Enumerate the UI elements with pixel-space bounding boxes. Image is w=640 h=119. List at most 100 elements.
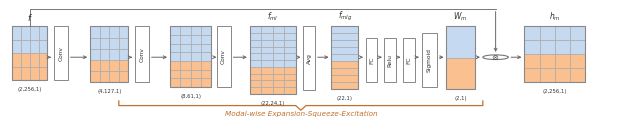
Bar (54, 26, 68, 80)
Bar (90, 71, 100, 82)
Bar (261, 40, 273, 47)
Bar (201, 78, 211, 87)
Text: (2,1): (2,1) (454, 96, 467, 101)
Bar (191, 52, 201, 61)
Bar (250, 33, 261, 40)
Bar (180, 70, 191, 78)
Bar (180, 52, 191, 61)
Bar (524, 40, 540, 54)
Bar (191, 35, 201, 44)
Bar (555, 54, 570, 68)
Bar (109, 60, 119, 71)
Text: Conv: Conv (140, 47, 145, 62)
Bar (201, 35, 211, 44)
Bar (447, 58, 474, 89)
Bar (109, 49, 119, 60)
Bar (524, 68, 540, 82)
Text: Modal-wise Expansion-Squeeze-Excitation: Modal-wise Expansion-Squeeze-Excitation (225, 111, 377, 117)
Bar (284, 80, 296, 87)
Bar (170, 70, 180, 78)
Bar (332, 26, 358, 89)
Bar (284, 60, 296, 67)
Bar (555, 40, 570, 54)
Bar (273, 33, 284, 40)
Bar (273, 53, 284, 60)
Bar (303, 26, 315, 90)
Bar (12, 40, 21, 53)
Text: $W_m$: $W_m$ (453, 10, 468, 23)
Bar (540, 54, 555, 68)
Bar (261, 26, 273, 33)
Bar (403, 38, 415, 82)
Bar (250, 47, 261, 53)
Bar (119, 71, 129, 82)
Bar (250, 26, 261, 33)
Bar (555, 68, 570, 82)
Bar (332, 75, 358, 82)
Bar (250, 80, 261, 87)
Bar (29, 40, 38, 53)
Bar (273, 26, 284, 33)
Bar (555, 26, 570, 40)
Bar (100, 71, 109, 82)
Bar (180, 78, 191, 87)
Bar (570, 40, 585, 54)
Bar (21, 67, 29, 80)
Bar (366, 38, 378, 82)
Bar (284, 74, 296, 80)
Bar (273, 40, 284, 47)
Text: $\otimes$: $\otimes$ (492, 53, 500, 62)
Bar (201, 44, 211, 52)
Bar (21, 53, 29, 67)
Bar (180, 35, 191, 44)
Bar (332, 33, 358, 40)
Bar (38, 67, 47, 80)
Text: (22,24,1): (22,24,1) (260, 101, 285, 106)
Bar (332, 68, 358, 75)
Bar (524, 26, 585, 82)
Bar (261, 60, 273, 67)
Bar (284, 47, 296, 53)
Bar (261, 74, 273, 80)
Bar (12, 67, 21, 80)
Bar (273, 87, 284, 94)
Bar (261, 80, 273, 87)
Bar (38, 26, 47, 40)
Bar (540, 26, 555, 40)
Bar (170, 26, 180, 35)
Text: $f_{ml}$: $f_{ml}$ (267, 10, 278, 23)
Bar (119, 37, 129, 49)
Bar (29, 67, 38, 80)
Text: Sigmoid: Sigmoid (427, 48, 432, 72)
Bar (191, 70, 201, 78)
Text: Conv: Conv (58, 46, 63, 61)
Bar (90, 60, 100, 71)
Bar (261, 53, 273, 60)
Text: FC: FC (406, 56, 412, 64)
Bar (38, 40, 47, 53)
Bar (250, 67, 261, 74)
Bar (447, 26, 474, 58)
Bar (170, 61, 180, 70)
Bar (332, 47, 358, 54)
Bar (201, 61, 211, 70)
Bar (191, 26, 201, 35)
Text: (22,1): (22,1) (337, 96, 353, 101)
Bar (332, 40, 358, 47)
Bar (284, 40, 296, 47)
Bar (570, 54, 585, 68)
Text: (4,127,1): (4,127,1) (97, 89, 122, 94)
Bar (284, 67, 296, 74)
Text: Relu: Relu (388, 54, 393, 67)
Bar (216, 26, 230, 87)
Bar (21, 26, 29, 40)
Bar (119, 26, 129, 37)
Bar (261, 47, 273, 53)
Bar (180, 44, 191, 52)
Bar (201, 52, 211, 61)
Bar (180, 61, 191, 70)
Bar (570, 68, 585, 82)
Bar (29, 26, 38, 40)
Bar (170, 35, 180, 44)
Bar (385, 38, 396, 82)
